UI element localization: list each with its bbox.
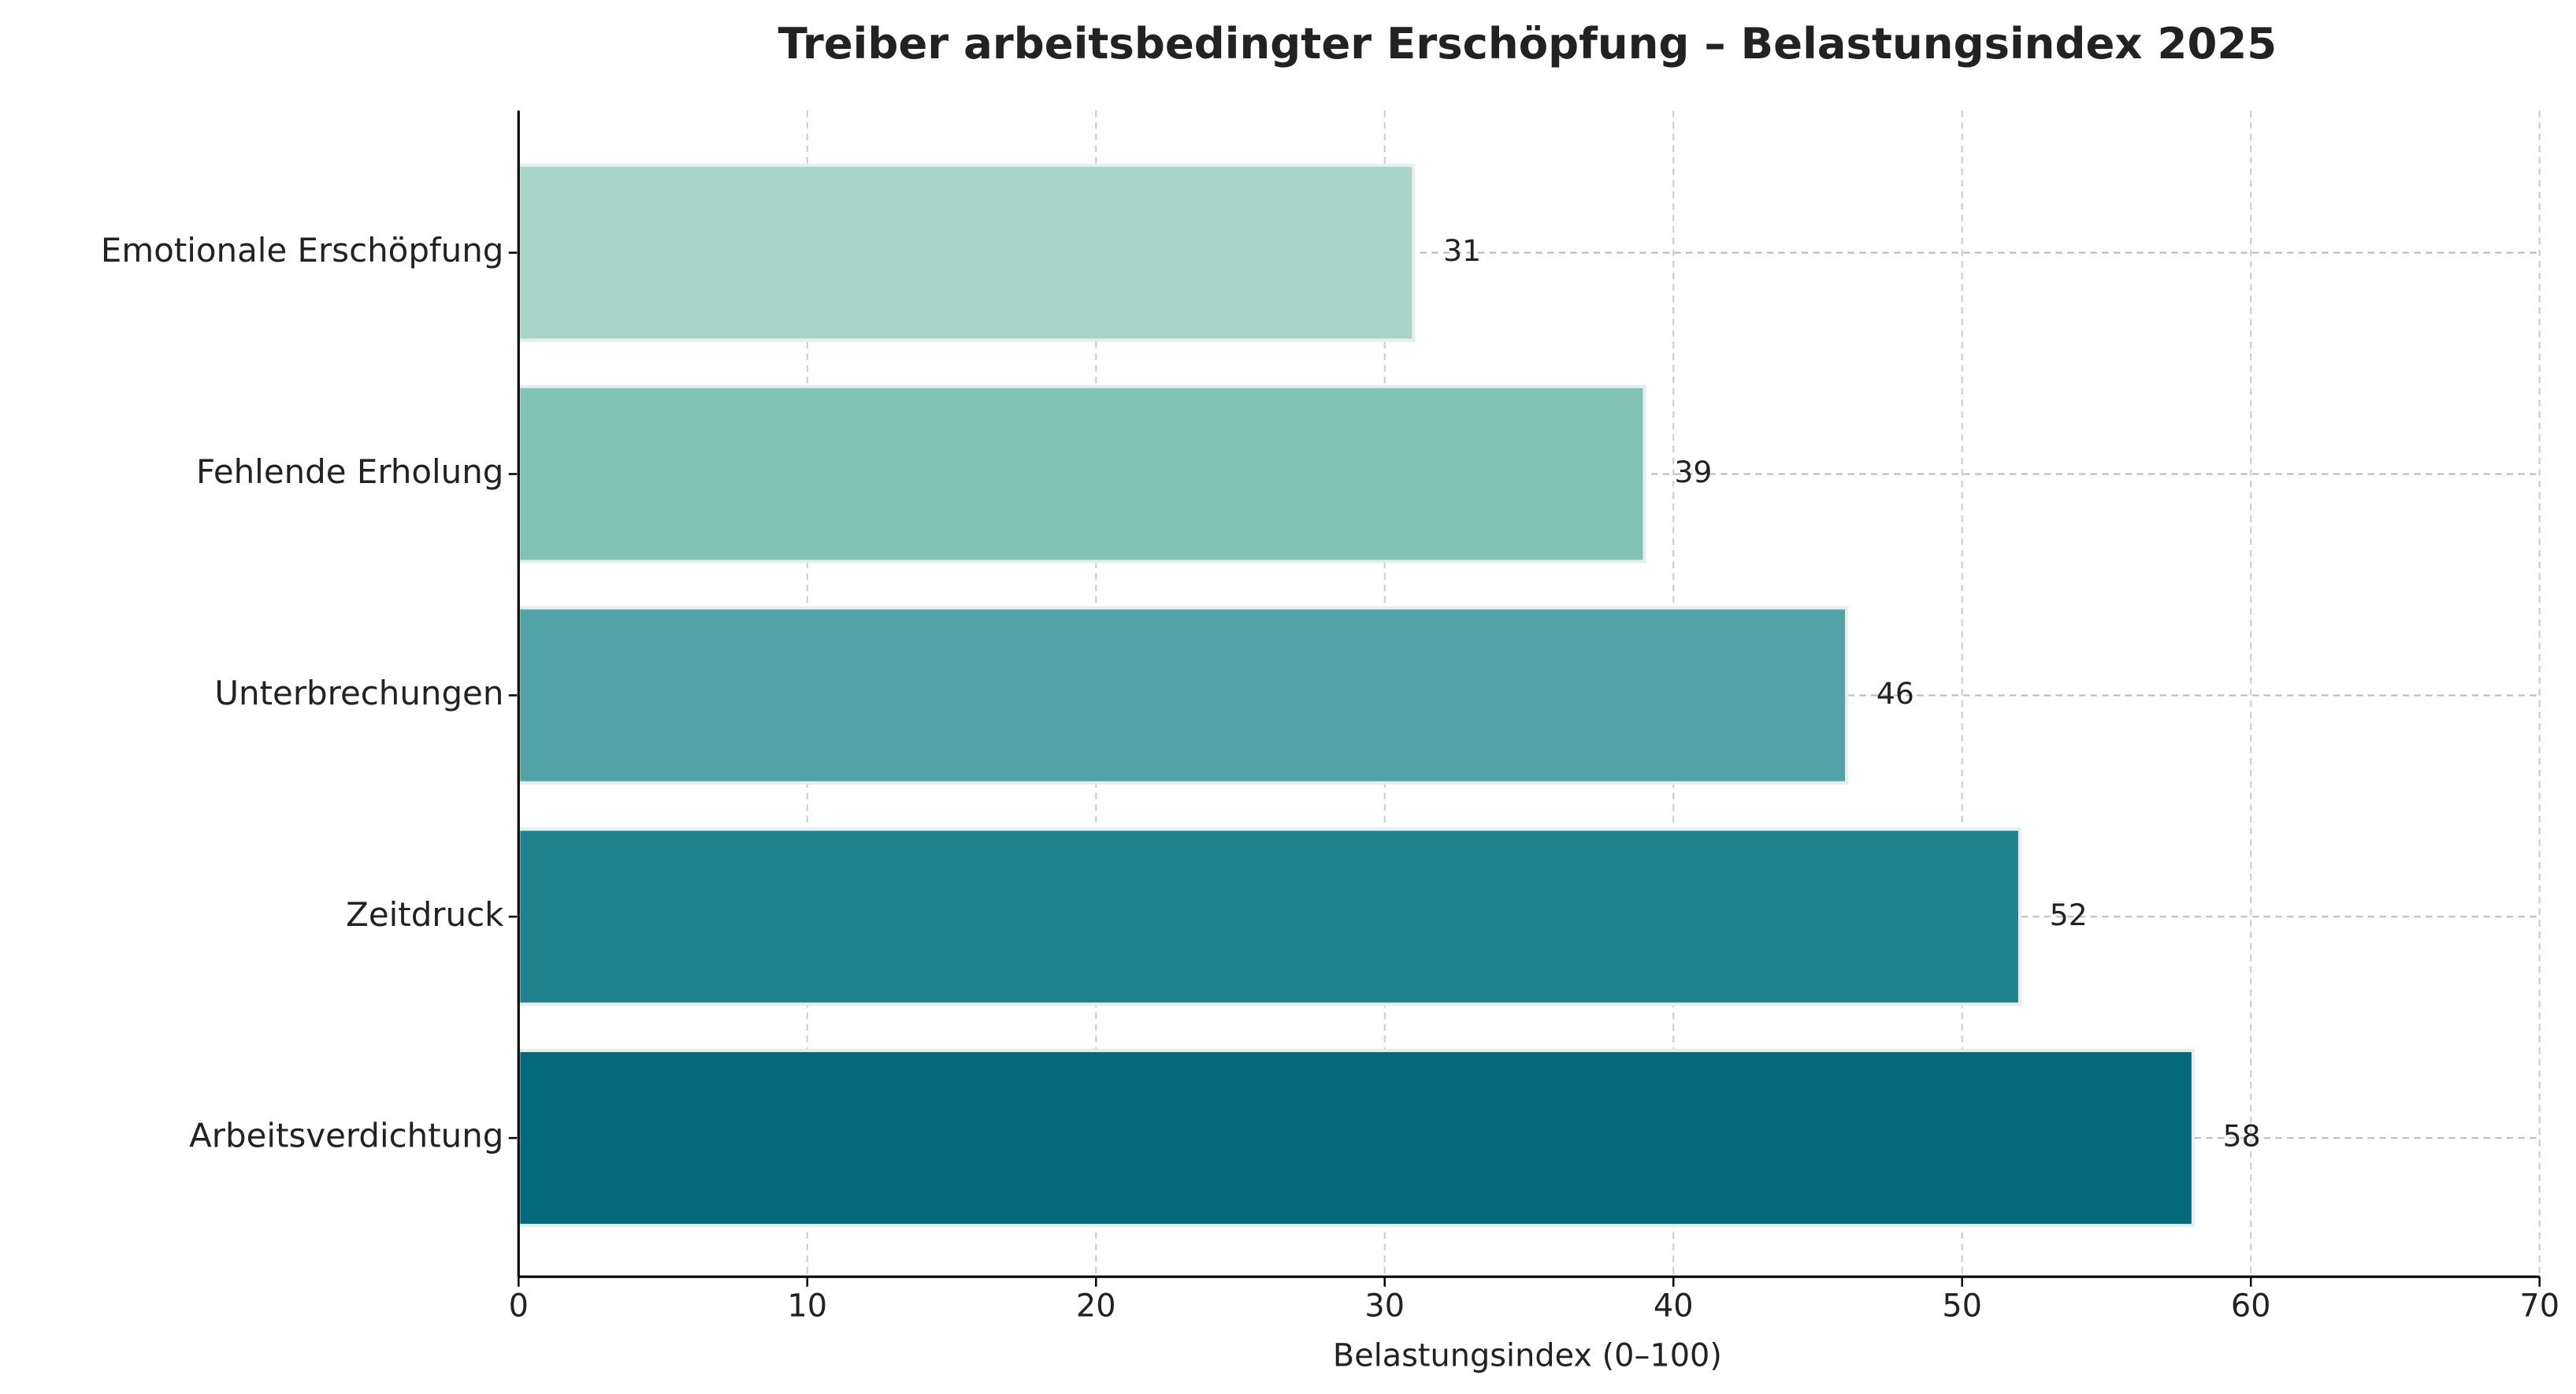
x-tick-label: 60 (2231, 1288, 2271, 1325)
value-label: 58 (2223, 1119, 2261, 1154)
x-tick-label: 20 (1076, 1288, 1116, 1325)
x-tick-label: 70 (2519, 1288, 2559, 1325)
bar (517, 1048, 2196, 1228)
x-axis-label: Belastungsindex (0–100) (1333, 1337, 1722, 1374)
y-tick-label: Zeitdruck (346, 895, 504, 934)
x-tick-label: 30 (1364, 1288, 1405, 1325)
y-tick-label: Arbeitsverdichtung (189, 1117, 503, 1155)
x-tick-label: 0 (509, 1288, 529, 1325)
x-tick-label: 40 (1654, 1288, 1694, 1325)
bar (517, 606, 1849, 785)
chart-title: Treiber arbeitsbedingter Erschöpfung – B… (778, 18, 2277, 69)
bar (517, 827, 2022, 1006)
value-label: 39 (1674, 455, 1712, 489)
x-tick-label: 50 (1942, 1288, 1982, 1325)
y-tick-label: Emotionale Erschöpfung (101, 231, 503, 270)
y-tick-label: Unterbrechungen (214, 674, 503, 712)
bar (517, 163, 1416, 342)
y-tick-label: Fehlende Erholung (196, 452, 503, 491)
value-label: 31 (1443, 233, 1481, 268)
x-tick-label: 10 (787, 1288, 827, 1325)
bars (517, 163, 2196, 1228)
value-label: 46 (1876, 676, 1914, 711)
value-label: 52 (2050, 898, 2088, 932)
bar (517, 385, 1646, 563)
